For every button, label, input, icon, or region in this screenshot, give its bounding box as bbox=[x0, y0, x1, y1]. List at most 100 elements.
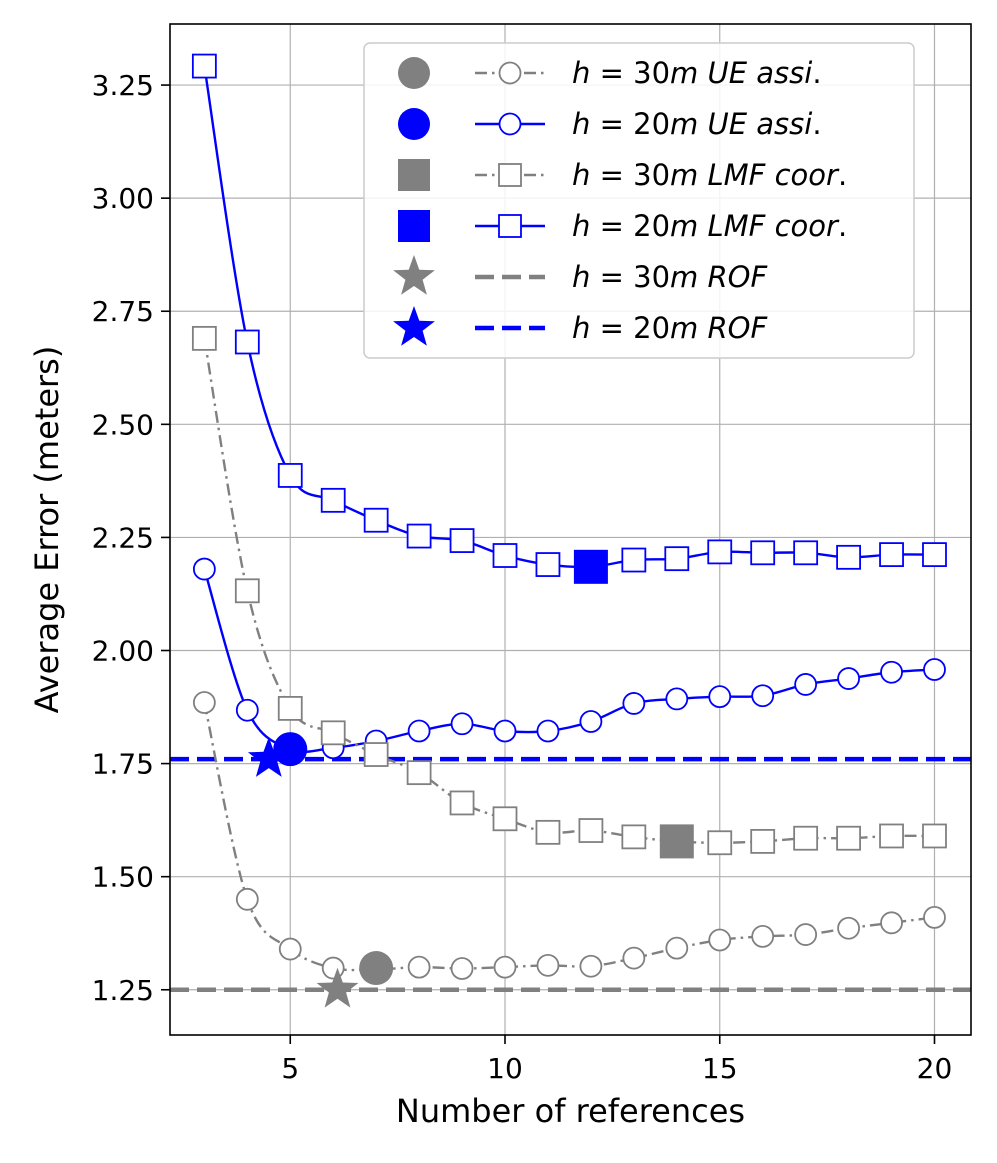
y-tick-label: 2.00 bbox=[92, 635, 154, 668]
legend-label-h-20m-lmf-coor-: h = 20m LMF coor. bbox=[572, 209, 847, 243]
y-tick-label: 2.50 bbox=[92, 408, 154, 441]
data-point-h-30m-ue-assi- bbox=[579, 954, 603, 978]
y-tick-label: 2.75 bbox=[92, 295, 154, 328]
legend-icon-h-30m-lmf-coor- bbox=[398, 159, 430, 191]
data-point-h-20m-lmf-coor- bbox=[750, 540, 776, 566]
data-point-h-30m-lmf-coor- bbox=[750, 828, 776, 854]
data-point-h-20m-lmf-coor- bbox=[449, 528, 475, 553]
legend-marker-h-30m-ue-assi- bbox=[498, 61, 522, 85]
data-point-h-20m-lmf-coor- bbox=[277, 463, 303, 488]
data-point-h-30m-ue-assi- bbox=[536, 953, 560, 977]
data-point-h-30m-lmf-coor- bbox=[578, 818, 604, 843]
y-tick-label: 3.25 bbox=[92, 69, 154, 102]
optimum-star-h-30m-rof bbox=[316, 967, 359, 1008]
x-tick-label: 5 bbox=[281, 1052, 299, 1085]
data-point-h-30m-lmf-coor- bbox=[707, 830, 733, 856]
legend-label-h-30m-ue-assi-: h = 30m UE assi. bbox=[572, 56, 822, 90]
y-tick-label: 2.25 bbox=[92, 521, 154, 554]
axes-frame bbox=[169, 23, 972, 1036]
y-axis-label: Average Error (meters) bbox=[28, 346, 66, 714]
data-point-h-30m-ue-assi- bbox=[235, 887, 259, 911]
data-point-h-30m-ue-assi- bbox=[450, 957, 474, 980]
x-tick-label: 20 bbox=[917, 1052, 953, 1085]
data-point-h-30m-ue-assi- bbox=[794, 923, 818, 946]
data-point-h-30m-lmf-coor- bbox=[492, 806, 518, 832]
data-point-h-30m-lmf-coor- bbox=[320, 720, 346, 746]
data-point-h-20m-lmf-coor- bbox=[191, 53, 217, 79]
data-point-h-20m-ue-assi- bbox=[536, 719, 560, 743]
data-point-h-20m-lmf-coor- bbox=[922, 542, 947, 568]
data-point-h-20m-lmf-coor- bbox=[793, 540, 819, 566]
data-point-h-30m-ue-assi- bbox=[708, 928, 732, 952]
legend: h = 30m UE assi. h = 20m UE assi. h = 30m … bbox=[363, 42, 915, 359]
data-point-h-20m-ue-assi- bbox=[622, 692, 646, 715]
data-point-h-20m-ue-assi- bbox=[192, 557, 216, 581]
data-point-h-30m-lmf-coor- bbox=[836, 825, 861, 851]
data-point-h-20m-lmf-coor- bbox=[621, 547, 647, 573]
legend-icon-h-20m-ue-assi- bbox=[398, 108, 430, 140]
optimum-marker-h-30m-lmf-coor- bbox=[659, 824, 694, 859]
data-point-h-20m-lmf-coor- bbox=[363, 507, 389, 533]
data-point-h-20m-lmf-coor- bbox=[836, 544, 861, 570]
series-line-h-30m-ue-assi- bbox=[203, 702, 935, 972]
data-point-h-30m-ue-assi- bbox=[665, 936, 689, 960]
data-point-h-20m-ue-assi- bbox=[579, 710, 603, 733]
legend-label-h-30m-rof: h = 30m ROF bbox=[572, 260, 768, 294]
y-tick-label: 1.75 bbox=[92, 748, 154, 781]
data-point-h-30m-ue-assi- bbox=[321, 956, 345, 980]
data-point-h-20m-lmf-coor- bbox=[707, 539, 733, 565]
data-point-h-30m-lmf-coor- bbox=[191, 325, 217, 351]
data-point-h-30m-lmf-coor- bbox=[535, 819, 561, 845]
optimum-star-h-20m-rof bbox=[247, 737, 290, 777]
data-point-h-20m-lmf-coor- bbox=[406, 523, 432, 549]
data-point-h-30m-ue-assi- bbox=[493, 955, 517, 979]
data-point-h-30m-ue-assi- bbox=[622, 946, 646, 970]
legend-marker-h-30m-lmf-coor- bbox=[498, 163, 522, 187]
axis-ticks: 5 10 15 20 1.25 1.50 1.75 2.00 2.25 2.50 2.75 3.00 3… bbox=[92, 69, 953, 1085]
data-point-h-20m-lmf-coor- bbox=[879, 542, 904, 568]
legend-icon-h-30m-rof bbox=[393, 255, 435, 295]
data-point-h-20m-ue-assi- bbox=[923, 658, 946, 681]
legend-icon-h-20m-lmf-coor- bbox=[398, 210, 430, 242]
data-point-h-30m-lmf-coor- bbox=[922, 823, 947, 849]
data-point-h-30m-ue-assi- bbox=[880, 911, 903, 935]
data-point-h-20m-lmf-coor- bbox=[664, 546, 690, 572]
data-point-h-30m-lmf-coor- bbox=[406, 760, 432, 786]
data-point-h-30m-lmf-coor- bbox=[234, 578, 260, 604]
data-point-h-30m-lmf-coor- bbox=[621, 824, 647, 850]
data-point-h-20m-lmf-coor- bbox=[234, 329, 260, 355]
data-point-h-30m-lmf-coor- bbox=[363, 742, 389, 767]
data-point-h-30m-lmf-coor- bbox=[449, 790, 475, 816]
data-point-h-30m-lmf-coor- bbox=[277, 696, 303, 721]
legend-marker-h-20m-ue-assi- bbox=[498, 112, 522, 136]
data-point-h-20m-lmf-coor- bbox=[535, 552, 561, 577]
data-point-h-30m-ue-assi- bbox=[407, 955, 431, 979]
y-tick-label: 1.50 bbox=[92, 861, 154, 894]
y-tick-label: 1.25 bbox=[92, 974, 154, 1007]
series-line-h-20m-ue-assi- bbox=[203, 568, 935, 753]
data-point-h-20m-ue-assi- bbox=[493, 719, 517, 743]
data-point-h-20m-ue-assi- bbox=[751, 684, 775, 708]
legend-icon-h-20m-rof bbox=[393, 306, 435, 346]
data-point-h-30m-ue-assi- bbox=[837, 916, 860, 940]
data-point-h-20m-lmf-coor- bbox=[320, 487, 346, 513]
optimum-marker-h-30m-ue-assi- bbox=[359, 951, 394, 986]
x-axis-label: Number of references bbox=[396, 1092, 745, 1130]
data-point-h-20m-ue-assi- bbox=[450, 712, 474, 736]
data-point-h-30m-ue-assi- bbox=[278, 937, 302, 961]
data-point-h-30m-ue-assi- bbox=[923, 905, 946, 929]
data-point-h-30m-ue-assi- bbox=[751, 924, 775, 948]
legend-icon-h-30m-ue-assi- bbox=[398, 57, 430, 89]
optimum-marker-h-20m-ue-assi- bbox=[273, 732, 308, 767]
data-point-h-20m-ue-assi- bbox=[407, 719, 431, 743]
data-point-h-30m-ue-assi- bbox=[192, 691, 216, 714]
data-point-h-20m-ue-assi- bbox=[708, 685, 732, 709]
legend-label-h-20m-ue-assi-: h = 20m UE assi. bbox=[572, 107, 822, 141]
x-tick-label: 10 bbox=[487, 1052, 523, 1085]
data-point-h-20m-ue-assi- bbox=[794, 673, 818, 696]
data-point-h-20m-lmf-coor- bbox=[492, 543, 518, 568]
legend-label-h-30m-lmf-coor-: h = 30m LMF coor. bbox=[572, 158, 847, 192]
plot-area bbox=[170, 53, 971, 1008]
x-tick-label: 15 bbox=[702, 1052, 738, 1085]
series-line-h-30m-lmf-coor- bbox=[203, 338, 935, 845]
